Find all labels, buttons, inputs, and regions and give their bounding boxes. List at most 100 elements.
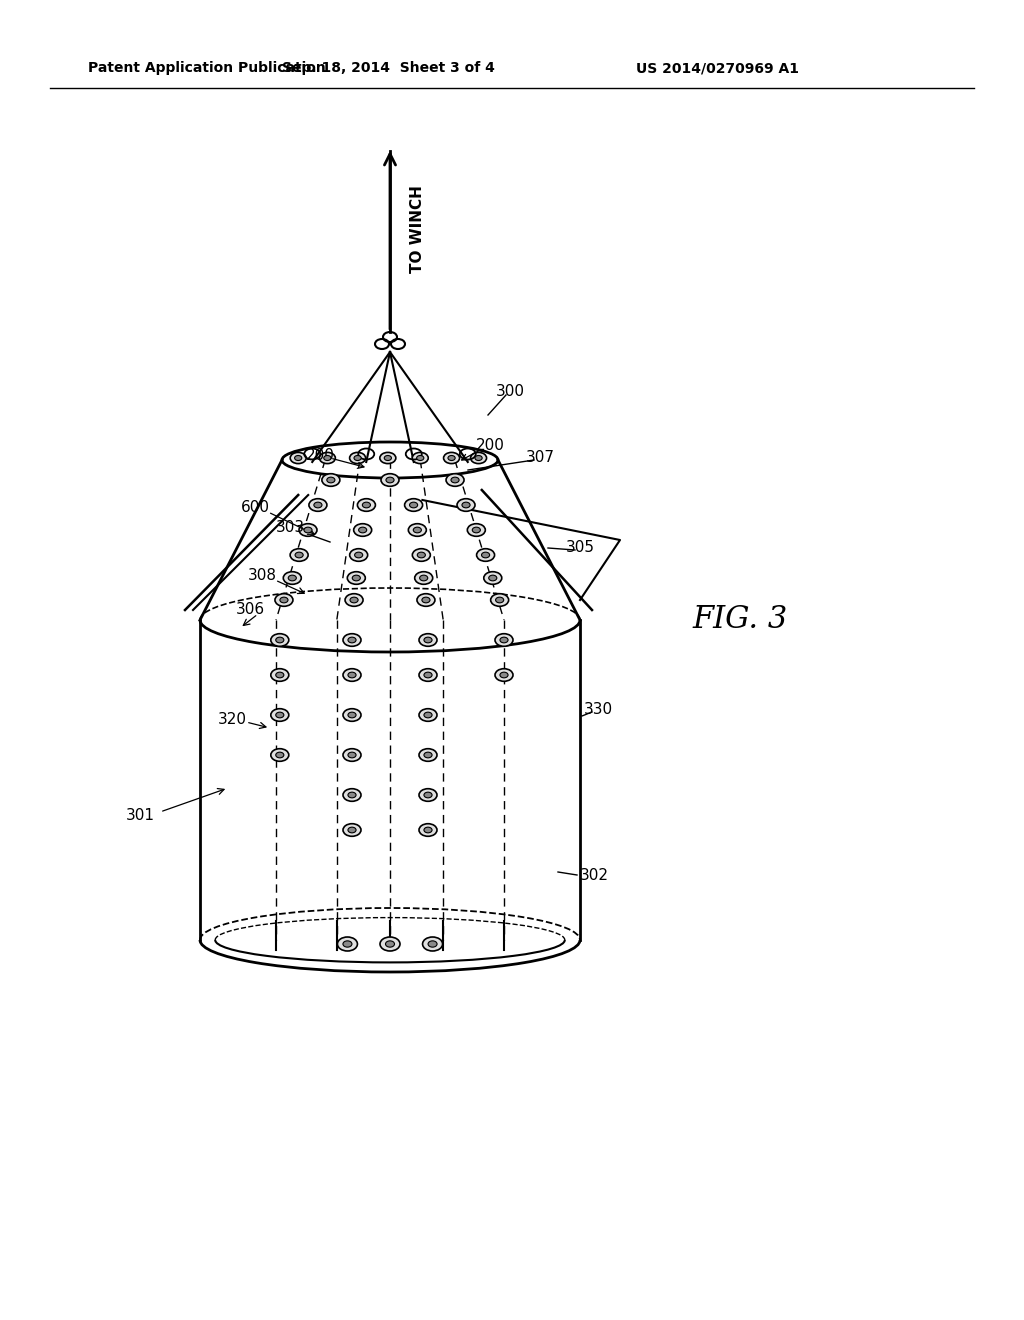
Ellipse shape <box>417 594 435 606</box>
Ellipse shape <box>446 474 464 486</box>
Text: 301: 301 <box>126 808 155 822</box>
Text: TO WINCH: TO WINCH <box>410 185 425 273</box>
Text: US 2014/0270969 A1: US 2014/0270969 A1 <box>636 61 799 75</box>
Ellipse shape <box>275 752 284 758</box>
Ellipse shape <box>410 502 418 508</box>
Ellipse shape <box>500 638 508 643</box>
Ellipse shape <box>381 474 399 486</box>
Ellipse shape <box>290 453 306 463</box>
Ellipse shape <box>345 594 364 606</box>
Ellipse shape <box>424 672 432 678</box>
Ellipse shape <box>343 789 361 801</box>
Ellipse shape <box>295 552 303 558</box>
Ellipse shape <box>270 748 289 762</box>
Ellipse shape <box>457 499 475 511</box>
Ellipse shape <box>409 524 426 536</box>
Text: 200: 200 <box>475 437 505 453</box>
Ellipse shape <box>270 669 289 681</box>
Text: 320: 320 <box>217 713 247 727</box>
Ellipse shape <box>353 524 372 536</box>
Ellipse shape <box>472 527 480 533</box>
Ellipse shape <box>309 499 327 511</box>
Ellipse shape <box>357 499 376 511</box>
Text: 302: 302 <box>580 867 609 883</box>
Ellipse shape <box>443 453 460 463</box>
Ellipse shape <box>343 634 361 647</box>
Ellipse shape <box>348 828 356 833</box>
Ellipse shape <box>471 453 486 463</box>
Ellipse shape <box>343 824 361 837</box>
Ellipse shape <box>424 713 432 718</box>
Ellipse shape <box>314 502 322 508</box>
Ellipse shape <box>380 453 396 463</box>
Ellipse shape <box>319 453 336 463</box>
Ellipse shape <box>275 638 284 643</box>
Ellipse shape <box>384 455 391 461</box>
Ellipse shape <box>362 502 371 508</box>
Ellipse shape <box>343 748 361 762</box>
Text: 330: 330 <box>584 702 612 718</box>
Ellipse shape <box>343 941 352 948</box>
Ellipse shape <box>414 527 422 533</box>
Ellipse shape <box>467 524 485 536</box>
Ellipse shape <box>295 455 302 461</box>
Text: 600: 600 <box>241 500 269 516</box>
Text: 300: 300 <box>496 384 524 400</box>
Ellipse shape <box>299 524 317 536</box>
Ellipse shape <box>347 572 366 585</box>
Ellipse shape <box>424 752 432 758</box>
Ellipse shape <box>419 669 437 681</box>
Ellipse shape <box>476 549 495 561</box>
Text: Sep. 18, 2014  Sheet 3 of 4: Sep. 18, 2014 Sheet 3 of 4 <box>282 61 495 75</box>
Ellipse shape <box>304 527 312 533</box>
Ellipse shape <box>380 937 400 950</box>
Ellipse shape <box>447 455 455 461</box>
Ellipse shape <box>350 597 358 603</box>
Ellipse shape <box>419 709 437 721</box>
Ellipse shape <box>500 672 508 678</box>
Ellipse shape <box>419 748 437 762</box>
Ellipse shape <box>324 455 331 461</box>
Text: 200: 200 <box>305 447 335 462</box>
Ellipse shape <box>488 576 497 581</box>
Ellipse shape <box>343 669 361 681</box>
Ellipse shape <box>348 672 356 678</box>
Ellipse shape <box>275 594 293 606</box>
Ellipse shape <box>352 576 360 581</box>
Ellipse shape <box>288 576 296 581</box>
Ellipse shape <box>322 474 340 486</box>
Ellipse shape <box>475 455 482 461</box>
Ellipse shape <box>451 477 459 483</box>
Ellipse shape <box>424 792 432 797</box>
Ellipse shape <box>483 572 502 585</box>
Text: 306: 306 <box>236 602 264 618</box>
Ellipse shape <box>348 752 356 758</box>
Ellipse shape <box>280 597 288 603</box>
Ellipse shape <box>348 713 356 718</box>
Ellipse shape <box>417 455 424 461</box>
Ellipse shape <box>275 713 284 718</box>
Ellipse shape <box>338 937 357 950</box>
Text: 308: 308 <box>248 569 276 583</box>
Ellipse shape <box>495 669 513 681</box>
Ellipse shape <box>413 453 428 463</box>
Ellipse shape <box>348 792 356 797</box>
Ellipse shape <box>423 937 442 950</box>
Ellipse shape <box>420 576 428 581</box>
Ellipse shape <box>348 638 356 643</box>
Ellipse shape <box>354 552 362 558</box>
Ellipse shape <box>349 549 368 561</box>
Ellipse shape <box>349 453 366 463</box>
Ellipse shape <box>424 828 432 833</box>
Ellipse shape <box>424 638 432 643</box>
Ellipse shape <box>419 789 437 801</box>
Ellipse shape <box>284 572 301 585</box>
Ellipse shape <box>343 709 361 721</box>
Ellipse shape <box>481 552 489 558</box>
Ellipse shape <box>462 502 470 508</box>
Ellipse shape <box>270 709 289 721</box>
Ellipse shape <box>327 477 335 483</box>
Text: FIG. 3: FIG. 3 <box>692 605 787 635</box>
Ellipse shape <box>418 552 425 558</box>
Text: Patent Application Publication: Patent Application Publication <box>88 61 326 75</box>
